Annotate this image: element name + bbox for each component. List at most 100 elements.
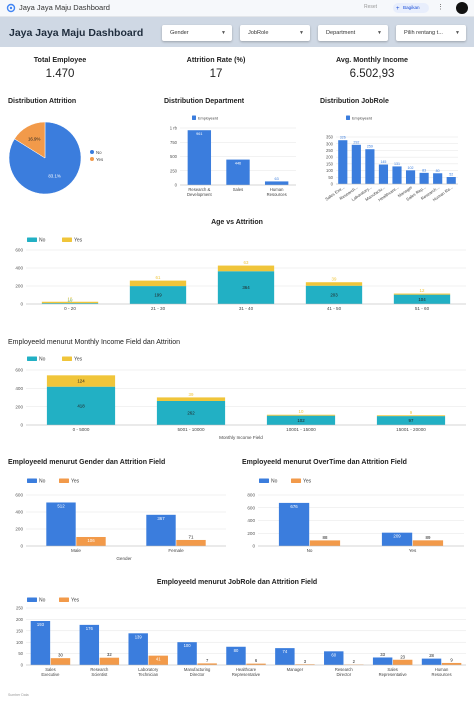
page-title: Jaya Jaya Maju Dashboard <box>9 27 144 39</box>
bar-employeeid <box>365 149 375 184</box>
bar-value-label: 10 <box>68 298 73 303</box>
y-tick-label: 750 <box>170 140 178 145</box>
bar-yes <box>176 539 206 546</box>
share-button[interactable]: + Bagikan <box>393 3 429 13</box>
bar-no <box>79 624 100 665</box>
caret-down-icon: ▼ <box>455 30 460 36</box>
bar-no <box>381 532 413 546</box>
kpi-total-employee-value: 1.470 <box>45 68 75 80</box>
more-options-icon[interactable]: ⋮ <box>437 4 444 11</box>
y-tick-label: 100 <box>16 640 24 645</box>
x-tick-label: 10001 - 15000 <box>286 427 316 432</box>
y-tick-label: 400 <box>15 510 23 515</box>
x-tick-label: 0 - 5000 <box>73 427 90 432</box>
bar-yes <box>156 397 226 401</box>
x-tick-label: 15001 - 20000 <box>396 427 426 432</box>
legend-swatch-yes <box>291 478 301 483</box>
pie-slice-data-label: 83.1% <box>48 173 61 178</box>
y-tick-label: 0 <box>20 544 23 549</box>
y-tick-label: 0 <box>331 182 334 187</box>
legend-swatch-employeeid <box>192 115 196 120</box>
bar-no <box>393 294 451 304</box>
legend-swatch-yes <box>90 157 94 161</box>
bar-value-label: 9 <box>450 657 453 662</box>
y-tick-label: 150 <box>16 628 24 633</box>
legend-swatch-no <box>259 478 269 483</box>
bar-yes <box>99 657 120 665</box>
legend-swatch-yes <box>59 597 69 602</box>
bar-no <box>421 658 442 665</box>
bar-employeeid <box>405 170 416 184</box>
bar-value-label: 39 <box>189 392 194 397</box>
bar-no <box>41 303 99 304</box>
y-tick-label: 500 <box>170 154 178 159</box>
bar-value-label: 60 <box>331 652 336 657</box>
app-title: Jaya Jaya Maju Dashboard <box>19 3 110 12</box>
pie-slice-data-label: 16.9% <box>28 136 41 141</box>
bar-value-label: 102 <box>297 418 305 423</box>
filter-gender[interactable]: Gender ▼ <box>162 25 232 41</box>
x-tick-label: Male <box>71 548 81 553</box>
bar-value-label: 32 <box>107 652 112 657</box>
chart-title-income-attrition: EmployeeId menurut Monthly Income Field … <box>8 339 180 346</box>
chart-title-distribution-jobrole: Distribution JobRole <box>320 98 389 105</box>
y-tick-label: 0 <box>21 663 24 668</box>
filter-jobrole[interactable]: JobRole ▼ <box>240 25 310 41</box>
legend-swatch-employeeid <box>346 115 350 120</box>
bar-no <box>226 646 246 665</box>
bar-employeeid <box>187 130 212 185</box>
x-tick-label: Research <box>90 667 109 672</box>
income-attrition-chart: 0 200 400 600 418 124 0 - 5000 262 39 5001 - 1000… <box>15 356 466 440</box>
bar-employeeid <box>419 172 429 184</box>
y-tick-label: 0 <box>175 183 178 188</box>
distribution-department-chart: 0 250 500 750 1 rb 961 Research &Development 44… <box>170 115 296 197</box>
x-tick-label: Scientist <box>91 672 108 677</box>
x-tick-label: Resources <box>267 192 287 197</box>
bar-value-label: 292 <box>353 140 359 144</box>
x-tick-label: Resources <box>432 672 452 677</box>
bar-value-label: 193 <box>37 622 45 627</box>
legend-label-yes: Yes <box>74 357 83 363</box>
kpi-attrition-rate-value: 17 <box>209 68 223 80</box>
share-label: Bagikan <box>403 5 420 10</box>
x-tick-label: Human <box>270 187 284 192</box>
filter-label: Pilih rentang t... <box>404 30 443 36</box>
bar-no <box>278 502 310 546</box>
x-tick-label: Human <box>435 667 449 672</box>
bar-value-label: 676 <box>290 504 298 509</box>
legend-label-yes: Yes <box>96 157 104 162</box>
x-tick-label: 5001 - 10000 <box>177 427 205 432</box>
legend-swatch-yes <box>62 237 72 242</box>
avatar[interactable] <box>456 2 468 14</box>
bar-yes <box>266 414 336 416</box>
kpi-attrition-rate-label: Attrition Rate (%) <box>186 55 246 64</box>
y-tick-label: 250 <box>326 148 334 153</box>
x-tick-label: Laboratory <box>138 667 159 672</box>
bar-yes <box>197 663 217 665</box>
bar-value-label: 106 <box>87 538 95 543</box>
bar-yes <box>309 540 341 546</box>
x-tick-label: Executive <box>41 672 60 677</box>
legend-swatch-no <box>27 237 37 242</box>
legend-swatch-yes <box>59 478 69 483</box>
legend-label-yes: Yes <box>71 479 80 485</box>
bar-employeeid <box>351 144 361 184</box>
add-person-icon: + <box>396 6 400 12</box>
bar-no <box>129 286 187 304</box>
bar-value-label: 63 <box>244 260 249 265</box>
kpi-avg-income-label: Avg. Monthly Income <box>335 55 408 64</box>
data-source-note: Sumber Data <box>8 693 29 697</box>
filter-date-range[interactable]: Pilih rentang t... ▼ <box>396 25 466 41</box>
x-axis-title: Gender <box>116 556 132 561</box>
y-tick-label: 350 <box>326 135 334 140</box>
y-tick-label: 100 <box>326 168 334 173</box>
legend-label-no: No <box>39 479 46 485</box>
bar-no <box>217 271 275 304</box>
bar-value-label: 418 <box>77 403 85 408</box>
reset-button[interactable]: Reset <box>364 4 378 10</box>
bar-value-label: 364 <box>242 285 250 290</box>
bar-value-label: 28 <box>429 653 434 658</box>
bar-no <box>46 502 76 546</box>
filter-department[interactable]: Department ▼ <box>318 25 388 41</box>
